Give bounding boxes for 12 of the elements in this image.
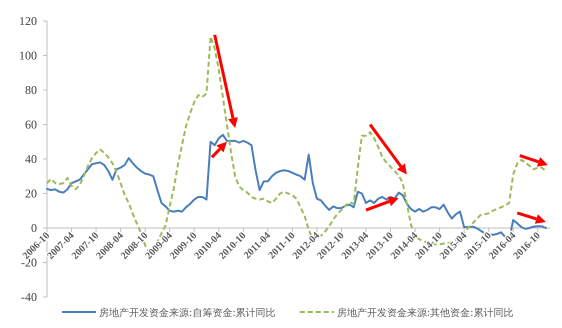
y-tick-label: 40 xyxy=(25,152,37,166)
y-tick-label: -40 xyxy=(21,290,37,304)
y-tick-label: 60 xyxy=(25,118,37,132)
y-tick-label: 120 xyxy=(19,14,37,28)
y-tick-label: 100 xyxy=(19,48,37,62)
y-tick-label: 20 xyxy=(25,186,37,200)
legend-item: 房地产开发资金来源:其他资金:累计同比 xyxy=(300,308,514,319)
legend-label: 房地产开发资金来源:其他资金:累计同比 xyxy=(336,307,514,319)
y-tick-label: 80 xyxy=(25,83,37,97)
legend-item: 房地产开发资金来源:自筹资金:累计同比 xyxy=(62,308,276,319)
legend-label: 房地产开发资金来源:自筹资金:累计同比 xyxy=(99,307,276,319)
y-tick-label: 0 xyxy=(31,221,37,235)
